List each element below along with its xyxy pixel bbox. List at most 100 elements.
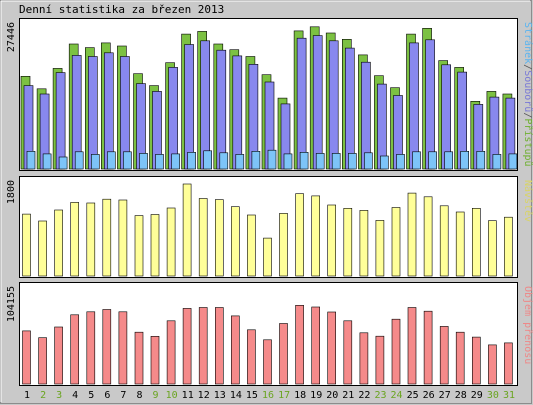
day-label: 24 xyxy=(390,390,402,401)
bar-navstev xyxy=(247,214,256,277)
day-label: 31 xyxy=(503,390,515,401)
day-label: 30 xyxy=(487,390,499,401)
bar-navstev xyxy=(118,199,128,277)
legend-entry: Přístupů xyxy=(522,118,533,166)
bar-objem-prenosu xyxy=(70,314,79,385)
bar-navstev xyxy=(54,209,63,277)
legend-entry: Souborů xyxy=(522,70,533,112)
bar-stranek xyxy=(267,149,277,170)
bar-souboru xyxy=(55,72,66,170)
day-label: 10 xyxy=(166,390,178,401)
bar-objem-prenosu xyxy=(263,339,272,385)
bar-navstev xyxy=(86,202,96,277)
bar-souboru xyxy=(88,56,98,170)
bar-stranek xyxy=(508,153,518,170)
panel-3: 104155 Objem přenosu xyxy=(6,282,533,386)
bar-objem-prenosu xyxy=(439,326,449,385)
bar-stranek xyxy=(299,152,309,170)
bar-stranek xyxy=(187,152,196,170)
bar-stranek xyxy=(91,154,100,170)
bar-souboru xyxy=(409,42,419,170)
legend-entry: / xyxy=(522,64,533,70)
bar-objem-prenosu xyxy=(327,311,337,385)
bar-stranek xyxy=(139,153,148,170)
bar-objem-prenosu xyxy=(166,320,176,385)
legend-entry: / xyxy=(522,112,533,118)
bar-navstev xyxy=(327,204,337,277)
bar-souboru xyxy=(344,47,355,170)
day-label: 19 xyxy=(310,390,322,401)
day-label: 2 xyxy=(40,390,46,401)
bar-navstev xyxy=(166,207,176,277)
day-label: 5 xyxy=(88,390,94,401)
bar-navstev xyxy=(150,214,160,277)
bar-navstev xyxy=(198,198,208,277)
day-label: 25 xyxy=(407,390,419,401)
day-label: 27 xyxy=(439,390,451,401)
bar-navstev xyxy=(263,237,272,277)
bar-stranek xyxy=(74,151,84,170)
day-label: 11 xyxy=(182,390,194,401)
panel-max-label: 27446 xyxy=(6,22,17,52)
day-label: 13 xyxy=(214,390,226,401)
bar-objem-prenosu xyxy=(118,311,128,385)
bar-navstev xyxy=(279,213,288,277)
bar-stranek xyxy=(203,150,212,170)
bar-objem-prenosu xyxy=(423,310,433,385)
bar-navstev xyxy=(295,193,304,277)
bar-navstev xyxy=(343,208,353,277)
bar-stranek xyxy=(347,153,357,170)
bar-objem-prenosu xyxy=(455,331,465,385)
bar-objem-prenosu xyxy=(54,326,63,385)
day-label: 17 xyxy=(278,390,290,401)
bar-objem-prenosu xyxy=(295,304,304,385)
bar-objem-prenosu xyxy=(150,335,160,385)
bar-navstev xyxy=(375,220,385,277)
day-label: 29 xyxy=(471,390,483,401)
panel-legend: Objem přenosu xyxy=(522,286,533,364)
day-label: 9 xyxy=(152,390,158,401)
day-label: 3 xyxy=(56,390,62,401)
bar-objem-prenosu xyxy=(198,307,208,385)
bar-stranek xyxy=(235,154,245,170)
day-label: 4 xyxy=(72,390,78,401)
bar-stranek xyxy=(476,151,486,170)
bar-objem-prenosu xyxy=(102,309,112,385)
panel-legend: Stránek/Souborů/Přístupů xyxy=(522,22,533,167)
day-label: 8 xyxy=(136,390,142,401)
day-label: 14 xyxy=(230,390,242,401)
bar-stranek xyxy=(123,151,132,170)
bar-navstev xyxy=(488,220,497,277)
bar-stranek xyxy=(155,154,164,170)
bar-navstev xyxy=(70,202,79,277)
bar-navstev xyxy=(504,216,513,277)
bar-stranek xyxy=(364,152,373,170)
bar-navstev xyxy=(22,213,31,277)
bar-objem-prenosu xyxy=(471,336,481,385)
panel-1: 27446 Stránek/Souborů/Přístupů xyxy=(6,18,533,171)
bar-navstev xyxy=(439,205,449,277)
bar-stranek xyxy=(396,154,405,170)
panel-max-label: 1800 xyxy=(6,180,17,204)
bar-navstev xyxy=(407,192,417,277)
bar-souboru xyxy=(200,40,210,170)
bar-stranek xyxy=(428,151,437,170)
bar-stranek xyxy=(26,151,36,170)
panel-legend: Návštěv xyxy=(522,180,533,222)
bar-navstev xyxy=(134,215,144,277)
bar-objem-prenosu xyxy=(22,330,31,385)
bar-objem-prenosu xyxy=(134,331,144,385)
bar-stranek xyxy=(444,151,454,170)
bar-objem-prenosu xyxy=(38,337,47,385)
panel-max-label: 104155 xyxy=(6,286,17,322)
bar-objem-prenosu xyxy=(407,307,417,385)
bar-stranek xyxy=(492,154,502,170)
bar-stranek xyxy=(460,151,470,170)
bar-souboru xyxy=(312,35,323,170)
bar-navstev xyxy=(215,199,224,277)
bar-objem-prenosu xyxy=(182,308,192,385)
bar-navstev xyxy=(359,210,369,277)
bar-navstev xyxy=(231,206,240,277)
bar-objem-prenosu xyxy=(504,342,513,385)
